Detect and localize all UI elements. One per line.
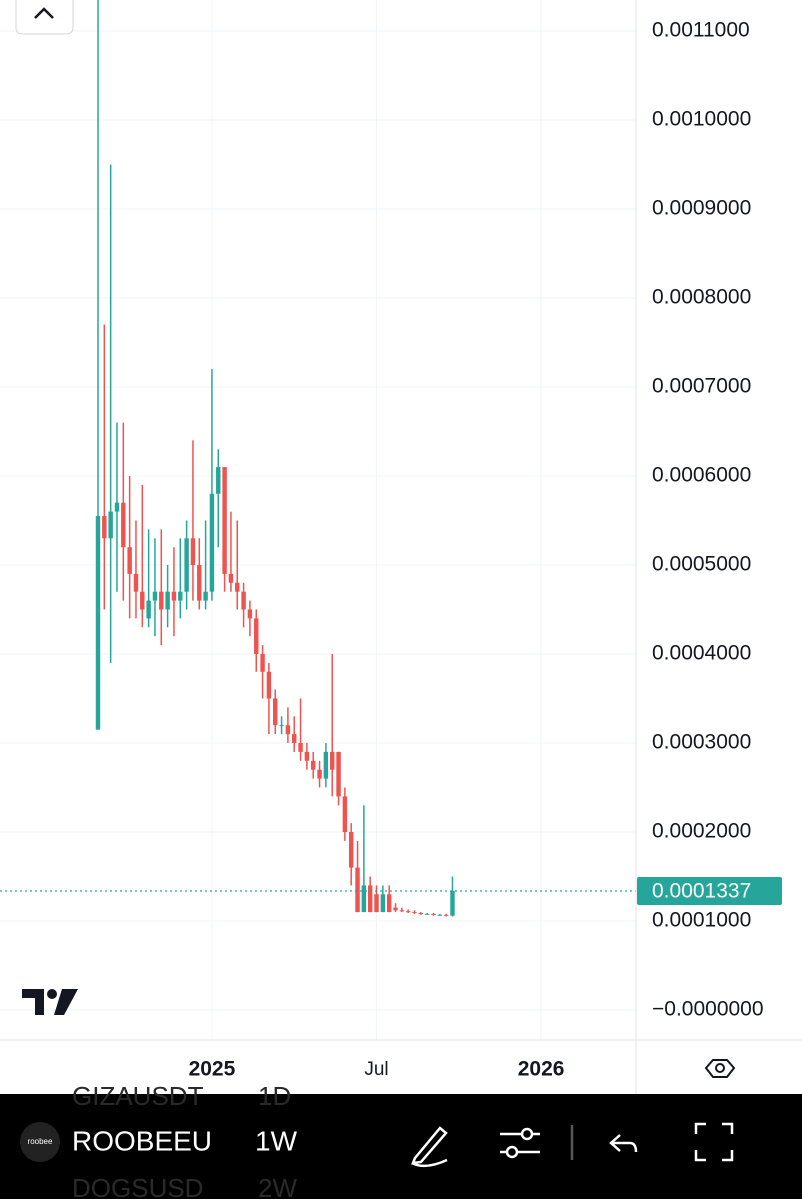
- candle-body: [273, 698, 278, 726]
- candle-body: [146, 600, 151, 619]
- candle-body: [121, 502, 126, 548]
- y-tick-label: 0.0009000: [652, 197, 751, 220]
- interval[interactable]: 1W: [255, 1125, 298, 1156]
- symbol[interactable]: ROOBEEU: [72, 1125, 212, 1156]
- symbol-list-item: DOGSUSD: [72, 1173, 203, 1199]
- candle-body: [336, 751, 341, 797]
- y-tick-label: 0.0002000: [652, 820, 751, 843]
- last-price-label: 0.0001337: [652, 880, 751, 903]
- settings-icon[interactable]: [704, 1059, 736, 1078]
- candle-body: [247, 609, 253, 619]
- candle-body: [304, 751, 310, 761]
- candle-body: [412, 912, 417, 914]
- y-tick-label: 0.0004000: [652, 642, 751, 665]
- candle-body: [355, 867, 360, 913]
- plot-area: [0, 0, 636, 917]
- candle-body: [184, 538, 189, 592]
- candle-body: [228, 573, 234, 583]
- candle-body: [342, 796, 348, 832]
- candle-body: [367, 885, 373, 913]
- candle-body: [216, 467, 221, 494]
- symbol-list-item: 2W: [258, 1173, 297, 1199]
- y-tick-label: 0.0006000: [652, 464, 751, 487]
- candle-body: [386, 894, 392, 913]
- candle-body: [298, 742, 303, 752]
- tradingview-logo: [22, 989, 78, 1015]
- candle-body: [127, 547, 132, 574]
- candle-body: [437, 914, 443, 916]
- toolbar: [0, 1094, 802, 1199]
- candle-body: [152, 591, 158, 601]
- candle-body: [241, 591, 246, 610]
- candle-body: [279, 725, 284, 727]
- candle-body: [285, 725, 291, 735]
- draw-icon[interactable]: [411, 1126, 448, 1168]
- y-tick-label: 0.0003000: [652, 731, 751, 754]
- symbol-icon[interactable]: [20, 1122, 60, 1162]
- candle-body: [222, 467, 227, 574]
- candle-body: [317, 769, 322, 779]
- undo-icon[interactable]: [609, 1134, 638, 1153]
- candle-body: [292, 734, 297, 743]
- candle-body: [235, 582, 240, 592]
- indicators-icon[interactable]: [520, 1127, 534, 1141]
- grid: [0, 0, 636, 1040]
- candle-body: [323, 751, 329, 779]
- toolbar-icons: [411, 1122, 734, 1168]
- x-tick-label: 2025: [189, 1058, 236, 1081]
- candle-body: [209, 493, 215, 592]
- symbol-list-item: 1D: [258, 1081, 291, 1111]
- y-tick-label: −0.0000000: [652, 998, 764, 1021]
- candle-body: [165, 591, 170, 610]
- candle-body: [102, 516, 107, 539]
- candle-body: [266, 671, 272, 699]
- candle-body: [140, 591, 145, 610]
- x-tick-label: Jul: [364, 1059, 388, 1080]
- candle-body: [108, 511, 113, 539]
- candle-body: [203, 591, 208, 601]
- candle-body: [114, 502, 120, 512]
- y-tick-label: 0.0007000: [652, 375, 751, 398]
- candle-body: [260, 653, 265, 672]
- candle-body: [311, 760, 316, 770]
- candle-body: [197, 564, 202, 601]
- candle-body: [399, 910, 405, 912]
- candle-body: [190, 538, 196, 565]
- candle-body: [450, 891, 455, 916]
- candle-body: [380, 894, 386, 913]
- y-tick-label: 0.0010000: [652, 108, 751, 131]
- candle-body: [418, 912, 424, 914]
- y-tick-label: 0.0011000: [652, 19, 750, 42]
- y-tick-label: 0.0005000: [652, 553, 751, 576]
- candle-body: [178, 591, 183, 601]
- collapse-button[interactable]: [15, 0, 74, 35]
- candle-body: [171, 591, 177, 601]
- indicators-icon[interactable]: [505, 1145, 519, 1159]
- x-tick-label: 2026: [518, 1058, 565, 1081]
- last-price-badge: [637, 877, 782, 906]
- candle-body: [329, 751, 335, 770]
- candle-body: [374, 894, 379, 913]
- y-tick-label: 0.0001000: [652, 909, 751, 932]
- candle-body: [159, 591, 164, 610]
- candle-body: [431, 913, 436, 915]
- axes: 0.0011000 0.0010000 0.0009000 0.0008000 0.00…: [189, 19, 782, 1081]
- y-tick-label: 0.0008000: [652, 286, 751, 309]
- candle-body: [348, 832, 354, 868]
- symbol-list-item: GIZAUSDT: [72, 1081, 204, 1111]
- candle-body: [424, 913, 430, 915]
- candle-body: [393, 907, 398, 911]
- candle-body: [133, 573, 139, 592]
- candle-body: [405, 911, 411, 913]
- candle-body: [254, 618, 259, 654]
- candle-body: [443, 914, 449, 916]
- fullscreen-icon[interactable]: [694, 1122, 734, 1162]
- candle-body: [361, 885, 367, 913]
- candle-body: [95, 516, 101, 730]
- symbol-icon-text: roobee: [28, 1137, 53, 1146]
